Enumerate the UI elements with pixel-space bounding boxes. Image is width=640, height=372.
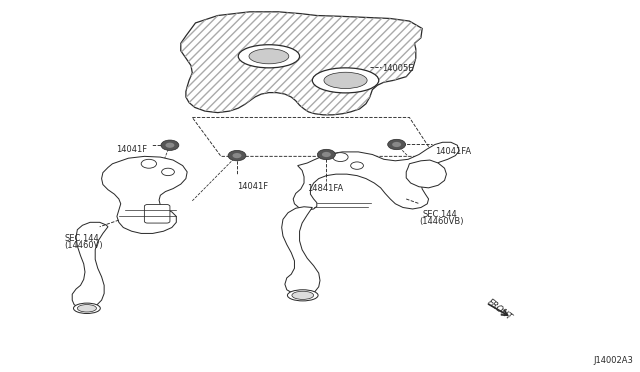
Text: 14041F: 14041F: [116, 145, 148, 154]
Circle shape: [141, 159, 157, 168]
Circle shape: [162, 168, 174, 176]
Ellipse shape: [249, 49, 289, 64]
FancyBboxPatch shape: [145, 205, 170, 223]
Text: 14841FA: 14841FA: [307, 184, 344, 193]
Ellipse shape: [312, 68, 379, 93]
Circle shape: [388, 139, 406, 150]
Text: 14005E: 14005E: [383, 64, 414, 73]
Circle shape: [161, 140, 179, 150]
Ellipse shape: [74, 303, 100, 314]
Text: 14041F: 14041F: [237, 182, 268, 191]
Ellipse shape: [292, 291, 314, 299]
Text: (14460VB): (14460VB): [419, 217, 463, 226]
Polygon shape: [406, 160, 447, 188]
Circle shape: [392, 142, 401, 147]
Text: FRONT: FRONT: [486, 297, 514, 322]
Polygon shape: [293, 142, 460, 210]
Circle shape: [228, 150, 246, 161]
Ellipse shape: [324, 72, 367, 89]
Polygon shape: [102, 156, 187, 234]
Text: 14041FA: 14041FA: [435, 147, 471, 156]
Circle shape: [322, 152, 331, 157]
Polygon shape: [72, 222, 108, 309]
Polygon shape: [180, 12, 422, 115]
Circle shape: [166, 142, 174, 148]
Circle shape: [317, 149, 335, 160]
Circle shape: [333, 153, 348, 161]
Text: SEC.144: SEC.144: [65, 234, 99, 243]
Ellipse shape: [77, 305, 97, 312]
Circle shape: [351, 162, 364, 169]
Ellipse shape: [287, 290, 318, 301]
Text: J14002A3: J14002A3: [593, 356, 633, 365]
Polygon shape: [282, 207, 320, 295]
Ellipse shape: [238, 45, 300, 68]
Text: SEC.144: SEC.144: [422, 210, 457, 219]
Circle shape: [232, 153, 241, 158]
Text: (14460V): (14460V): [65, 241, 103, 250]
